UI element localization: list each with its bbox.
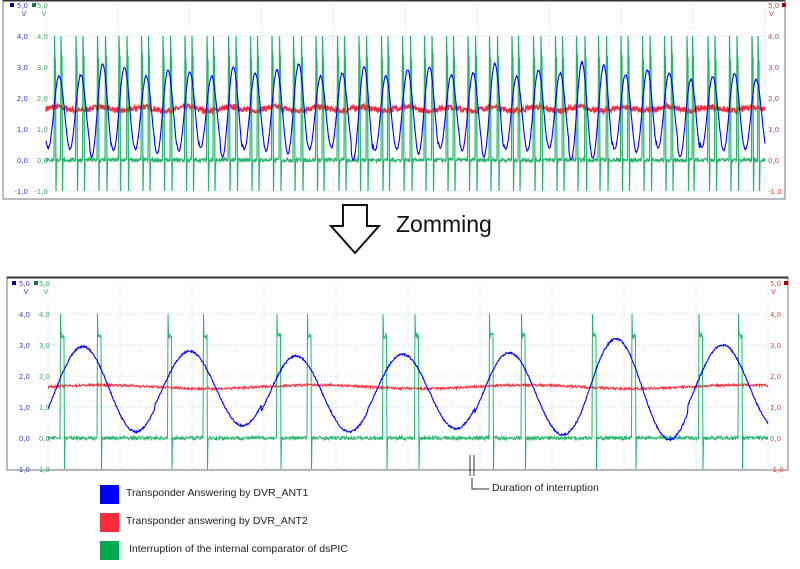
tick-label-green: 5,0 — [37, 2, 48, 10]
tick-label-blue: 2,0 — [17, 95, 28, 103]
tick-label-green: 0,0 — [39, 435, 50, 443]
tick-label-blue: -1,0 — [16, 466, 30, 474]
series-line-green — [47, 313, 769, 470]
unit-label: V — [769, 10, 774, 18]
series-line-red — [45, 101, 766, 116]
tick-label-green: -1,0 — [36, 466, 50, 474]
channel-marker-blue — [10, 3, 14, 7]
tick-label-green: 4,0 — [37, 33, 48, 41]
channel-marker-blue — [12, 281, 16, 285]
tick-label-blue: 1,0 — [19, 404, 30, 412]
legend-swatch-green — [100, 541, 119, 560]
tick-label-green: 5,0 — [39, 280, 50, 288]
channel-marker-red — [782, 3, 786, 7]
tick-label-red: 2,0 — [770, 373, 781, 381]
series-line-blue — [47, 337, 769, 442]
tick-label-red: -1,0 — [768, 188, 782, 196]
tick-label-blue: 5,0 — [19, 280, 30, 288]
tick-label-green: 0,0 — [37, 157, 48, 165]
tick-label-blue: 1,0 — [17, 126, 28, 134]
duration-label: Duration of interruption — [492, 482, 599, 494]
tick-label-red: 0,0 — [768, 157, 779, 165]
channel-marker-red — [784, 281, 788, 285]
tick-label-blue: 3,0 — [17, 64, 28, 72]
tick-label-red: 5,0 — [770, 280, 781, 288]
tick-label-red: 1,0 — [768, 126, 779, 134]
tick-label-green: 3,0 — [39, 342, 50, 350]
tick-label-blue: 3,0 — [19, 342, 30, 350]
tick-label-green: 3,0 — [37, 64, 48, 72]
series-line-blue — [45, 60, 766, 161]
series-line-green — [45, 35, 766, 192]
tick-label-blue: 5,0 — [17, 2, 28, 10]
panel-frame — [2, 0, 786, 200]
tick-label-green: 2,0 — [39, 373, 50, 381]
tick-label-blue: 4,0 — [19, 311, 30, 319]
unit-label: V — [24, 288, 29, 296]
legend-label-red: Transponder answering by DVR_ANT2 — [126, 515, 308, 527]
tick-label-green: 1,0 — [39, 404, 50, 412]
channel-marker-green — [32, 3, 36, 7]
tick-label-green: 4,0 — [39, 311, 50, 319]
tick-label-blue: 2,0 — [19, 373, 30, 381]
legend-label-green: Interruption of the internal comparator … — [129, 543, 348, 555]
tick-label-green: 2,0 — [37, 95, 48, 103]
panel-frame — [6, 276, 789, 471]
unit-label: V — [42, 10, 47, 18]
unit-label: V — [44, 288, 49, 296]
tick-label-red: 5,0 — [768, 2, 779, 10]
tick-label-green: -1,0 — [34, 188, 48, 196]
unit-label: V — [22, 10, 27, 18]
unit-label: V — [771, 288, 776, 296]
tick-label-blue: -1,0 — [14, 188, 28, 196]
legend-label-blue: Transponder Answering by DVR_ANT1 — [126, 487, 309, 499]
tick-label-red: 2,0 — [768, 95, 779, 103]
tick-label-blue: 0,0 — [19, 435, 30, 443]
tick-label-red: 4,0 — [768, 33, 779, 41]
scope-panel-zoomed: 5,0 5,0 5,0 4,0 4,0 4,0 3,0 3,0 3,0 2,0 2,0 2,0 1,0 1… — [6, 276, 789, 474]
zoom-label: Zomming — [396, 211, 492, 237]
tick-label-red: 4,0 — [770, 311, 781, 319]
tick-label-red: -1,0 — [770, 466, 784, 474]
tick-label-blue: 0,0 — [17, 157, 28, 165]
legend-swatch-blue — [100, 485, 119, 504]
tick-label-red: 0,0 — [770, 435, 781, 443]
legend-swatch-red — [100, 513, 119, 532]
duration-callout-line — [471, 478, 489, 490]
zoom-arrow-icon — [328, 204, 382, 255]
scope-panel-overview: 5,0 5,0 5,0 4,0 4,0 4,0 3,0 3,0 3,0 2,0 2,0 2,0 1,0 1… — [2, 0, 786, 200]
tick-label-red: 3,0 — [770, 342, 781, 350]
tick-label-blue: 4,0 — [17, 33, 28, 41]
channel-marker-green — [34, 281, 38, 285]
tick-label-red: 1,0 — [770, 404, 781, 412]
tick-label-red: 3,0 — [768, 64, 779, 72]
tick-label-green: 1,0 — [37, 126, 48, 134]
